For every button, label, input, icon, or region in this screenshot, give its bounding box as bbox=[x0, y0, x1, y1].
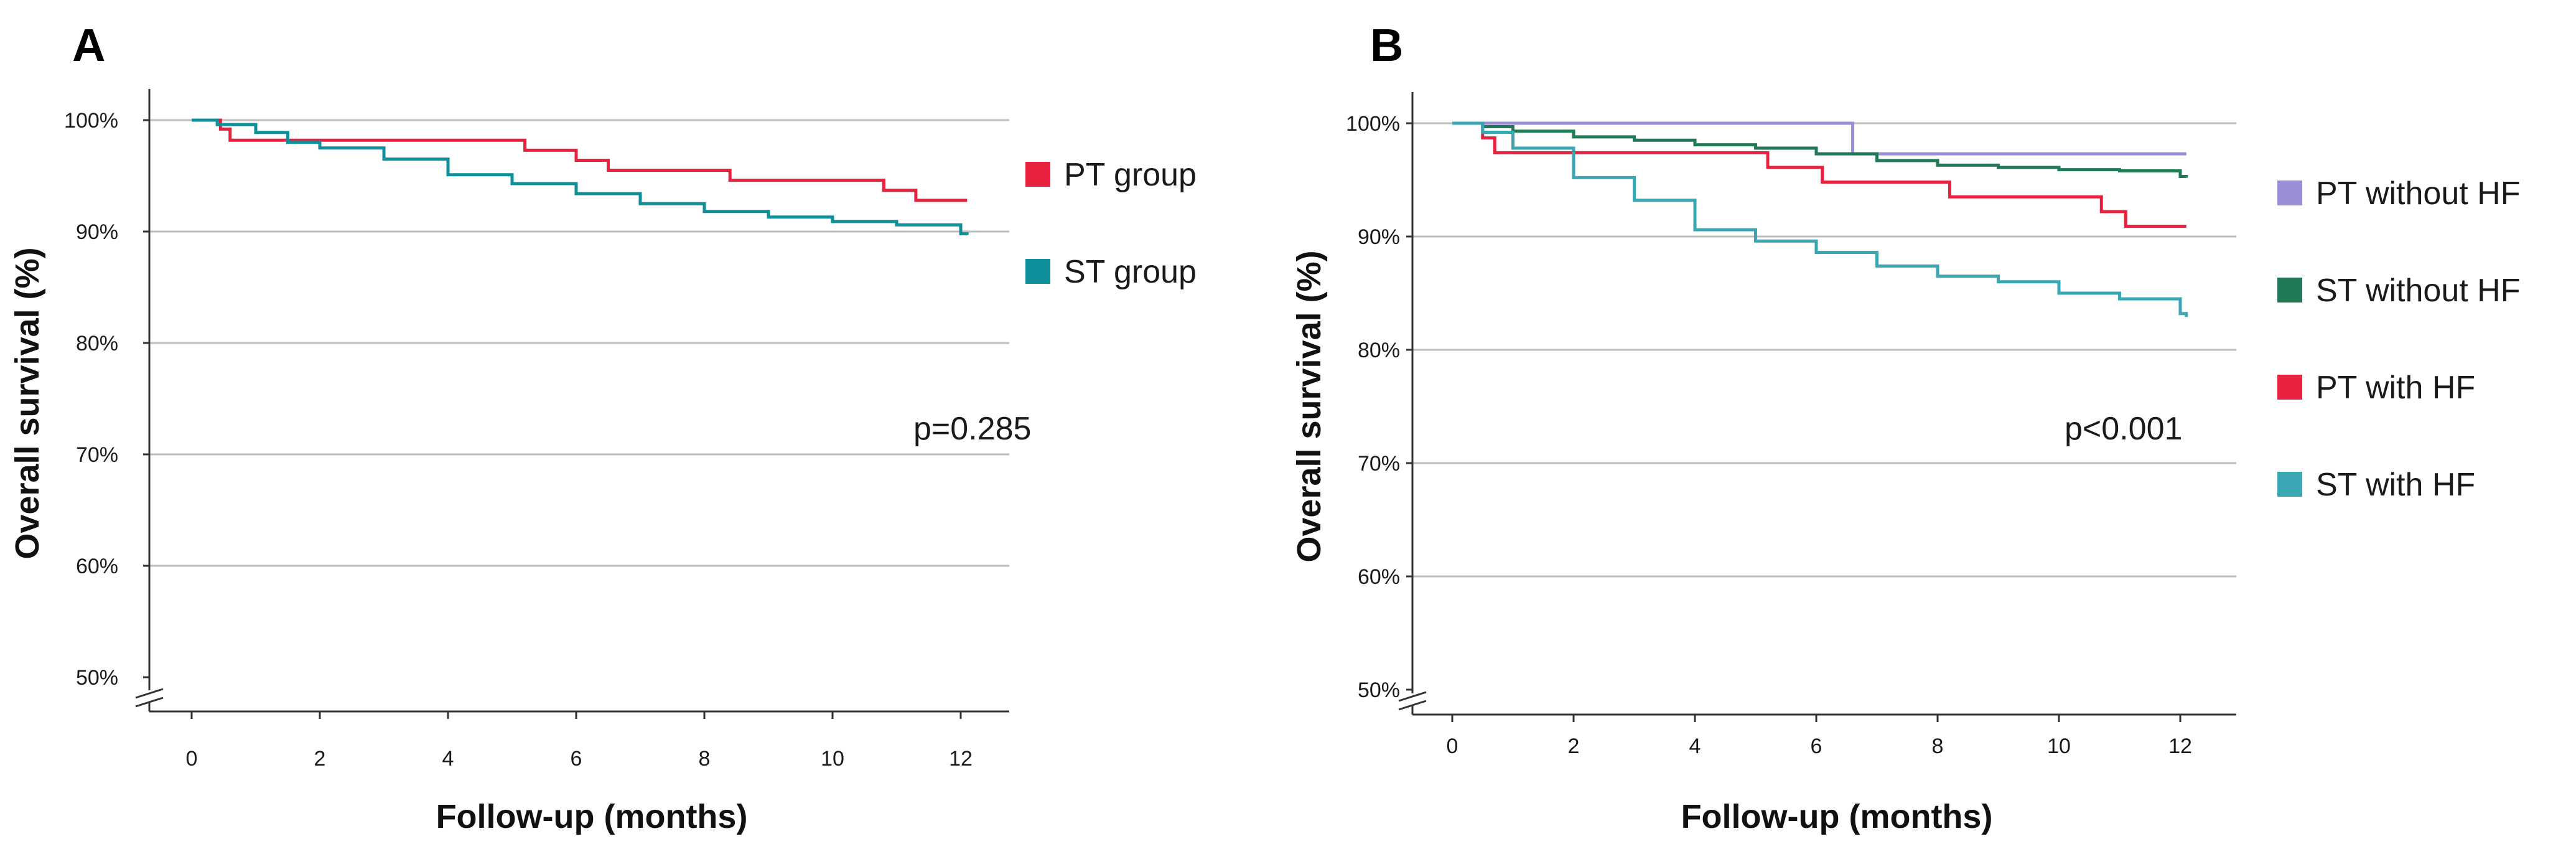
y-axis-title: Overall survival (%) bbox=[1290, 250, 1328, 562]
x-tick-label: 4 bbox=[442, 747, 454, 771]
survival-curve-pt-with-hf bbox=[1452, 121, 2186, 228]
y-tick-label: 70% bbox=[76, 443, 118, 467]
y-tick-label: 50% bbox=[76, 666, 118, 690]
y-tick-label: 80% bbox=[76, 332, 118, 355]
panel-label: B bbox=[1370, 19, 1403, 71]
legend-label: ST without HF bbox=[2316, 273, 2520, 309]
x-tick-label: 2 bbox=[314, 747, 326, 771]
y-tick-label: 100% bbox=[1346, 112, 1400, 136]
x-tick-label: 0 bbox=[1447, 734, 1458, 758]
x-tick-label: 6 bbox=[571, 747, 582, 771]
survival-curve-st-with-hf bbox=[1452, 121, 2188, 317]
y-tick-label: 60% bbox=[76, 555, 118, 578]
y-axis-title: Overall survival (%) bbox=[9, 247, 46, 559]
axis-break-mark bbox=[135, 697, 164, 708]
legend-label: ST group bbox=[1064, 254, 1197, 290]
y-tick-label: 70% bbox=[1358, 452, 1400, 476]
x-tick-label: 8 bbox=[699, 747, 711, 771]
legend-label: PT with HF bbox=[2316, 370, 2475, 406]
survival-curve-st-group bbox=[192, 118, 969, 236]
legend-label: PT without HF bbox=[2316, 176, 2520, 212]
x-tick-label: 8 bbox=[1932, 734, 1944, 758]
legend: PT without HF ST without HF PT with HF ST w… bbox=[2277, 176, 2520, 503]
legend-swatch bbox=[2277, 181, 2302, 205]
y-tick-label: 100% bbox=[64, 109, 118, 133]
axis-break-mark bbox=[1398, 700, 1427, 711]
x-tick-label: 0 bbox=[186, 747, 198, 771]
legend-label: PT group bbox=[1064, 157, 1197, 193]
legend-swatch bbox=[2277, 375, 2302, 400]
x-axis-title: Follow-up (months) bbox=[436, 798, 748, 835]
x-tick-label: 6 bbox=[1811, 734, 1822, 758]
axis-break-mark bbox=[135, 688, 164, 699]
y-tick-label: 90% bbox=[1358, 225, 1400, 249]
legend-swatch bbox=[2277, 472, 2302, 497]
x-tick-label: 2 bbox=[1568, 734, 1580, 758]
x-tick-label: 12 bbox=[949, 747, 973, 771]
y-tick-label: 90% bbox=[76, 220, 118, 244]
legend-swatch bbox=[2277, 278, 2302, 303]
legend: PT group ST group bbox=[1025, 157, 1197, 290]
legend-swatch bbox=[1025, 259, 1050, 284]
chart-panel-a: A 100% 90% 80% 70% 60% 50% 0 2 4 6 8 10 12 Follow-up (… bbox=[9, 19, 1197, 835]
x-tick-label: 10 bbox=[821, 747, 844, 771]
chart-panel-b: B 100% 90% 80% 70% 60% 50% 0 2 4 6 8 10 12 Follow-up (… bbox=[1290, 19, 2520, 835]
x-tick-label: 12 bbox=[2168, 734, 2192, 758]
p-value-annotation: p=0.285 bbox=[913, 411, 1031, 447]
survival-curve-pt-without-hf bbox=[1452, 121, 2186, 156]
p-value-annotation: p<0.001 bbox=[2065, 411, 2182, 447]
y-tick-label: 60% bbox=[1358, 565, 1400, 589]
x-tick-label: 4 bbox=[1689, 734, 1701, 758]
legend-swatch bbox=[1025, 162, 1050, 187]
x-axis-title: Follow-up (months) bbox=[1681, 798, 1993, 835]
y-tick-label: 80% bbox=[1358, 339, 1400, 362]
y-tick-label: 50% bbox=[1358, 678, 1400, 702]
survival-curve-st-without-hf bbox=[1452, 121, 2188, 179]
survival-curve-pt-group bbox=[192, 118, 968, 202]
panel-label: A bbox=[72, 19, 105, 71]
legend-label: ST with HF bbox=[2316, 467, 2475, 503]
axis-break-mark bbox=[1398, 691, 1427, 702]
x-tick-label: 10 bbox=[2047, 734, 2071, 758]
